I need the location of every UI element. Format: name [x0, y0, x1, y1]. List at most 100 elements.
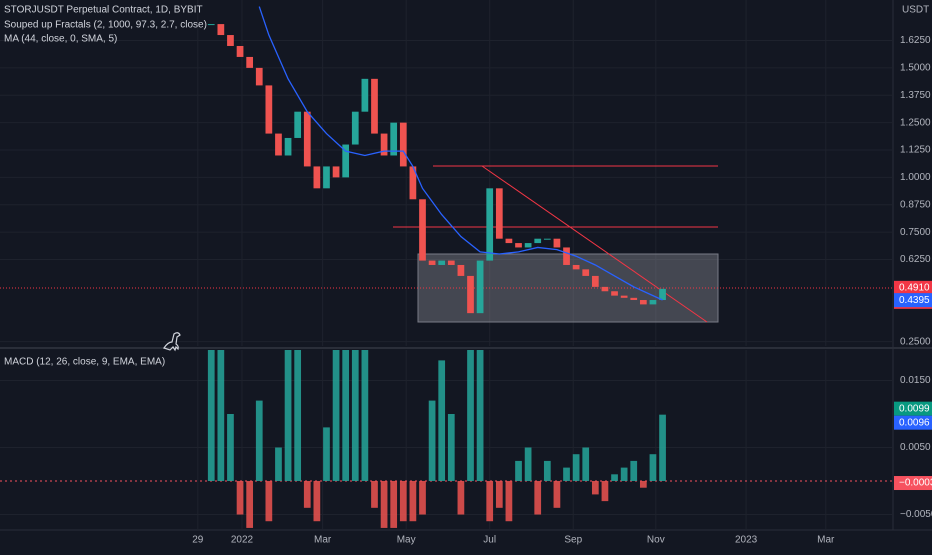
candle: [543, 238, 551, 240]
histogram-bar: [409, 481, 417, 522]
candle: [467, 275, 474, 314]
histogram-bar: [236, 481, 244, 515]
candle: [630, 297, 638, 301]
histogram-bar: [323, 427, 330, 482]
y-tick-label: 1.6250: [900, 35, 931, 46]
ma-label: 0.4395: [899, 295, 930, 306]
candle: [390, 122, 398, 156]
histogram-bar: [380, 481, 388, 528]
histogram-bar: [361, 350, 369, 482]
candle: [255, 67, 263, 86]
indicator-label: MA (44, close, 0, SMA, 5): [4, 34, 117, 45]
candle: [495, 188, 503, 239]
candle: [371, 78, 378, 134]
histogram-bar: [457, 481, 465, 515]
candle: [649, 300, 657, 305]
axis-unit: USDT: [902, 5, 929, 16]
histogram-bar: [639, 481, 647, 488]
histogram-bar: [659, 414, 666, 482]
histogram-bar: [217, 350, 225, 482]
histogram-bar: [515, 460, 522, 482]
y-tick-label: 0.0150: [900, 375, 931, 386]
y-tick-label: 1.2500: [900, 117, 931, 128]
price-label: 0.4910: [899, 282, 930, 293]
logo: [163, 332, 181, 352]
y-tick-label: 0.7500: [900, 227, 931, 238]
x-tick-label: 2022: [231, 535, 254, 546]
histogram-bar: [601, 481, 609, 502]
candle: [620, 295, 628, 298]
candle: [323, 166, 330, 189]
trend-line: [481, 165, 708, 323]
indicator-label: Souped up Fractals (2, 1000, 97.3, 2.7, …: [4, 20, 207, 31]
candle: [505, 238, 513, 244]
histogram-bar: [591, 481, 599, 495]
candle: [399, 122, 407, 167]
histogram-bar: [486, 481, 494, 522]
candle: [227, 35, 234, 46]
histogram-bar: [284, 350, 292, 482]
x-tick-label: Sep: [564, 535, 582, 546]
candle: [246, 56, 254, 68]
y-tick-label: 0.2500: [900, 336, 931, 347]
histogram-bar: [611, 474, 618, 482]
candle: [284, 137, 292, 156]
macd-title: MACD (12, 26, close, 9, EMA, EMA): [4, 357, 165, 368]
y-tick-label: 0.8750: [900, 199, 931, 210]
histogram-bar: [524, 447, 532, 482]
y-tick-label: −0.0050: [900, 509, 932, 520]
histogram-bar: [572, 454, 580, 482]
candle: [476, 260, 484, 314]
candle: [303, 111, 311, 167]
histogram-bar: [582, 447, 590, 482]
histogram-bar: [265, 481, 273, 522]
histogram-bar: [227, 413, 234, 482]
candle: [447, 260, 455, 265]
value-label-box: [894, 401, 932, 416]
macd-pane: [0, 350, 893, 528]
candle: [438, 260, 446, 265]
histogram-bar: [630, 460, 638, 482]
ma-label-box: [894, 293, 932, 308]
chart-title: STORJUSDT Perpetual Contract, 1D, BYBIT: [4, 5, 203, 16]
candle: [419, 199, 426, 261]
candle: [380, 133, 388, 156]
histogram-bar: [553, 481, 561, 508]
ma-line: [258, 6, 663, 301]
candle: [265, 85, 273, 134]
candle: [563, 247, 570, 265]
candle: [601, 286, 609, 292]
candle: [217, 24, 225, 36]
histogram-bar: [390, 481, 398, 528]
candle: [611, 291, 618, 296]
candle: [428, 260, 436, 265]
x-tick-label: May: [397, 535, 416, 546]
histogram-bar: [303, 481, 311, 508]
histogram-bar: [351, 350, 359, 482]
histogram-bar: [447, 413, 455, 482]
value-label: −0.0003: [899, 478, 932, 489]
x-tick-label: 29: [192, 535, 204, 546]
histogram-bar: [505, 481, 513, 522]
candle: [572, 264, 580, 270]
candle: [591, 275, 599, 287]
candle: [351, 111, 359, 145]
value-label-box: [894, 476, 932, 491]
x-tick-label: Mar: [314, 535, 332, 546]
candle: [582, 269, 590, 276]
x-tick-label: Jul: [483, 535, 496, 546]
candle: [207, 24, 215, 26]
x-tick-label: 2023: [735, 535, 758, 546]
histogram-bar: [255, 400, 263, 482]
histogram-bar: [543, 460, 551, 482]
histogram-bar: [342, 350, 350, 482]
candle: [524, 243, 532, 248]
y-tick-label: 1.0000: [900, 172, 931, 183]
histogram-bar: [438, 360, 446, 482]
histogram-bar: [275, 447, 282, 482]
histogram-bar: [246, 481, 254, 528]
y-tick-label: 0.0050: [900, 442, 931, 453]
price-pane: [207, 6, 666, 314]
histogram-bar: [294, 350, 302, 482]
